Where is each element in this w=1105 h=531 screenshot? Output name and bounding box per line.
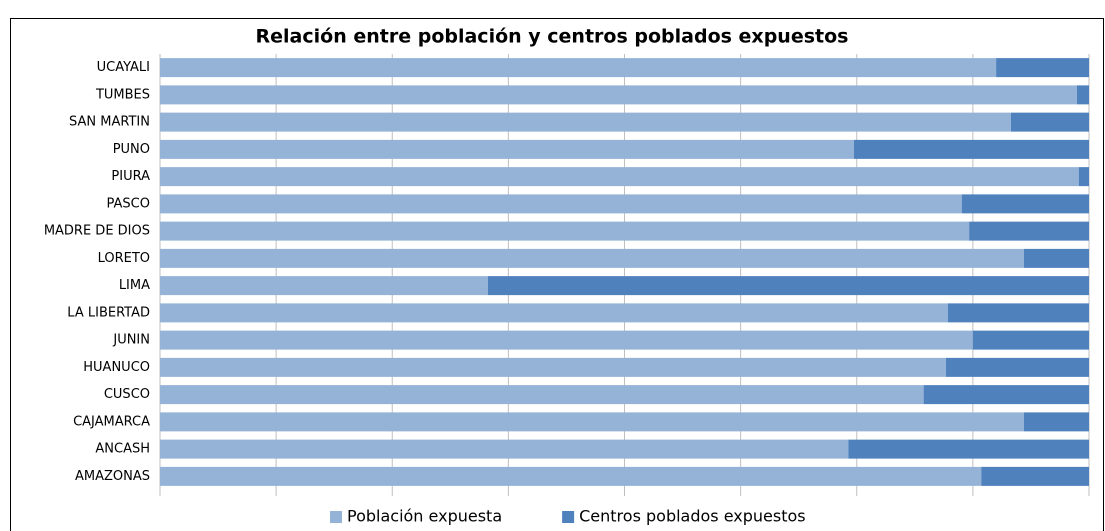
y-tick-label: SAN MARTIN xyxy=(69,115,150,130)
y-tick-label: LORETO xyxy=(98,251,150,266)
bar-segment xyxy=(160,194,962,214)
bar-segment xyxy=(1078,167,1089,187)
bar-segment xyxy=(969,221,1089,241)
legend-swatch xyxy=(330,511,342,523)
bar-segment xyxy=(981,466,1089,486)
bar-segment xyxy=(945,357,1089,377)
chart-title: Relación entre población y centros pobla… xyxy=(256,26,849,48)
bar-segment xyxy=(160,439,849,459)
y-tick-label: CUSCO xyxy=(104,387,150,402)
y-tick-label: LIMA xyxy=(119,278,150,293)
bar-segment xyxy=(160,303,948,323)
bar-segment xyxy=(160,466,982,486)
y-tick-label: PUNO xyxy=(113,142,150,157)
bar-segment xyxy=(160,357,946,377)
bar-segment xyxy=(160,385,924,405)
bar-segment xyxy=(1023,412,1089,432)
bar-segment xyxy=(848,439,1089,459)
y-tick-label: PIURA xyxy=(111,169,150,184)
bar-segment xyxy=(160,221,970,241)
y-tick-label: TUMBES xyxy=(95,87,150,102)
bar-segment xyxy=(923,385,1089,405)
bar-segment xyxy=(487,276,1089,296)
y-tick-label: ANCASH xyxy=(95,442,150,457)
bar-segment xyxy=(160,276,488,296)
y-tick-label: AMAZONAS xyxy=(75,469,150,484)
bar-segment xyxy=(160,248,1024,268)
bar-segment xyxy=(160,85,1077,105)
legend-label: Centros poblados expuestos xyxy=(579,507,806,526)
bar-segment xyxy=(1023,248,1089,268)
y-tick-label: UCAYALI xyxy=(97,60,150,75)
bar-segment xyxy=(1076,85,1089,105)
legend-label: Población expuesta xyxy=(347,507,502,526)
y-tick-label: JUNIN xyxy=(112,333,150,348)
bar-segment xyxy=(972,330,1089,350)
y-tick-label: MADRE DE DIOS xyxy=(44,224,150,239)
bar-segment xyxy=(160,167,1079,187)
bar-segment xyxy=(160,139,854,159)
bar-segment xyxy=(996,58,1089,78)
bar-segment xyxy=(160,330,973,350)
bar-segment xyxy=(961,194,1089,214)
bar-segment xyxy=(947,303,1089,323)
y-tick-label: PASCO xyxy=(107,196,150,211)
bar-segment xyxy=(160,412,1024,432)
y-tick-label: CAJAMARCA xyxy=(73,414,150,429)
y-tick-label: HUANUCO xyxy=(83,360,150,375)
y-tick-label: LA LIBERTAD xyxy=(67,305,150,320)
bar-segment xyxy=(160,58,997,78)
bar-segment xyxy=(1010,112,1089,132)
legend-swatch xyxy=(562,511,575,523)
bar-segment xyxy=(853,139,1089,159)
bar-segment xyxy=(160,112,1011,132)
